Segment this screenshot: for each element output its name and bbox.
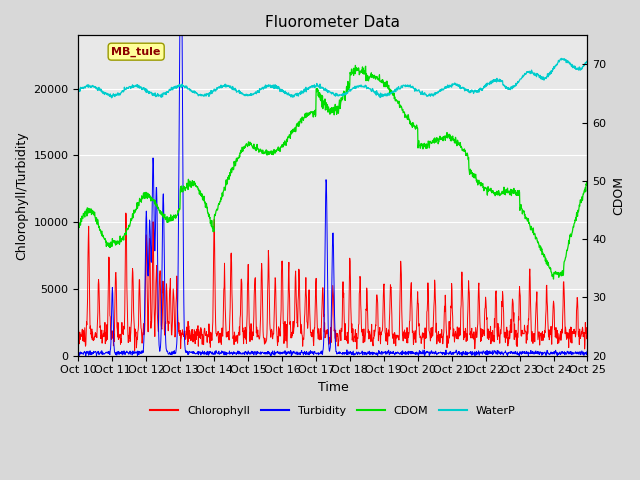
Line: CDOM: CDOM (79, 65, 588, 279)
CDOM (188, 180, 195, 186)
Chlorophyll (131, 348, 138, 353)
CDOM (479, 182, 486, 188)
Turbidity (82, 353, 90, 359)
WaterP (412, 86, 420, 92)
Chlorophyll (176, 333, 184, 338)
Chlorophyll (584, 331, 591, 337)
Line: WaterP: WaterP (79, 59, 588, 98)
WaterP (558, 56, 566, 61)
Y-axis label: Chlorophyll/Turbidity: Chlorophyll/Turbidity (15, 131, 28, 260)
WaterP (584, 58, 591, 63)
CDOM (244, 139, 252, 144)
Turbidity (245, 351, 253, 357)
CDOM (524, 218, 531, 224)
Chlorophyll (479, 326, 486, 332)
Turbidity (479, 350, 486, 356)
WaterP (75, 88, 83, 94)
WaterP (176, 83, 184, 89)
Chlorophyll (75, 325, 83, 331)
WaterP (188, 89, 196, 95)
WaterP (524, 69, 531, 74)
Chlorophyll (245, 322, 253, 328)
CDOM (351, 62, 359, 68)
Legend: Chlorophyll, Turbidity, CDOM, WaterP: Chlorophyll, Turbidity, CDOM, WaterP (146, 402, 520, 420)
WaterP (479, 87, 486, 93)
Chlorophyll (524, 331, 531, 336)
CDOM (175, 206, 183, 212)
Text: MB_tule: MB_tule (111, 47, 161, 57)
Turbidity (75, 349, 83, 355)
CDOM (550, 276, 557, 282)
X-axis label: Time: Time (317, 381, 348, 394)
Turbidity (584, 349, 591, 355)
Chlorophyll (122, 210, 130, 216)
Turbidity (176, 60, 184, 66)
CDOM (75, 227, 83, 233)
Title: Fluorometer Data: Fluorometer Data (266, 15, 401, 30)
Turbidity (524, 349, 531, 355)
Chlorophyll (412, 329, 420, 335)
Line: Chlorophyll: Chlorophyll (79, 213, 588, 350)
Chlorophyll (188, 337, 196, 343)
Turbidity (188, 349, 196, 355)
CDOM (584, 179, 591, 184)
Y-axis label: CDOM: CDOM (612, 176, 625, 215)
WaterP (108, 95, 115, 101)
WaterP (245, 93, 253, 98)
Turbidity (412, 351, 420, 357)
Line: Turbidity: Turbidity (79, 0, 588, 356)
CDOM (412, 123, 420, 129)
